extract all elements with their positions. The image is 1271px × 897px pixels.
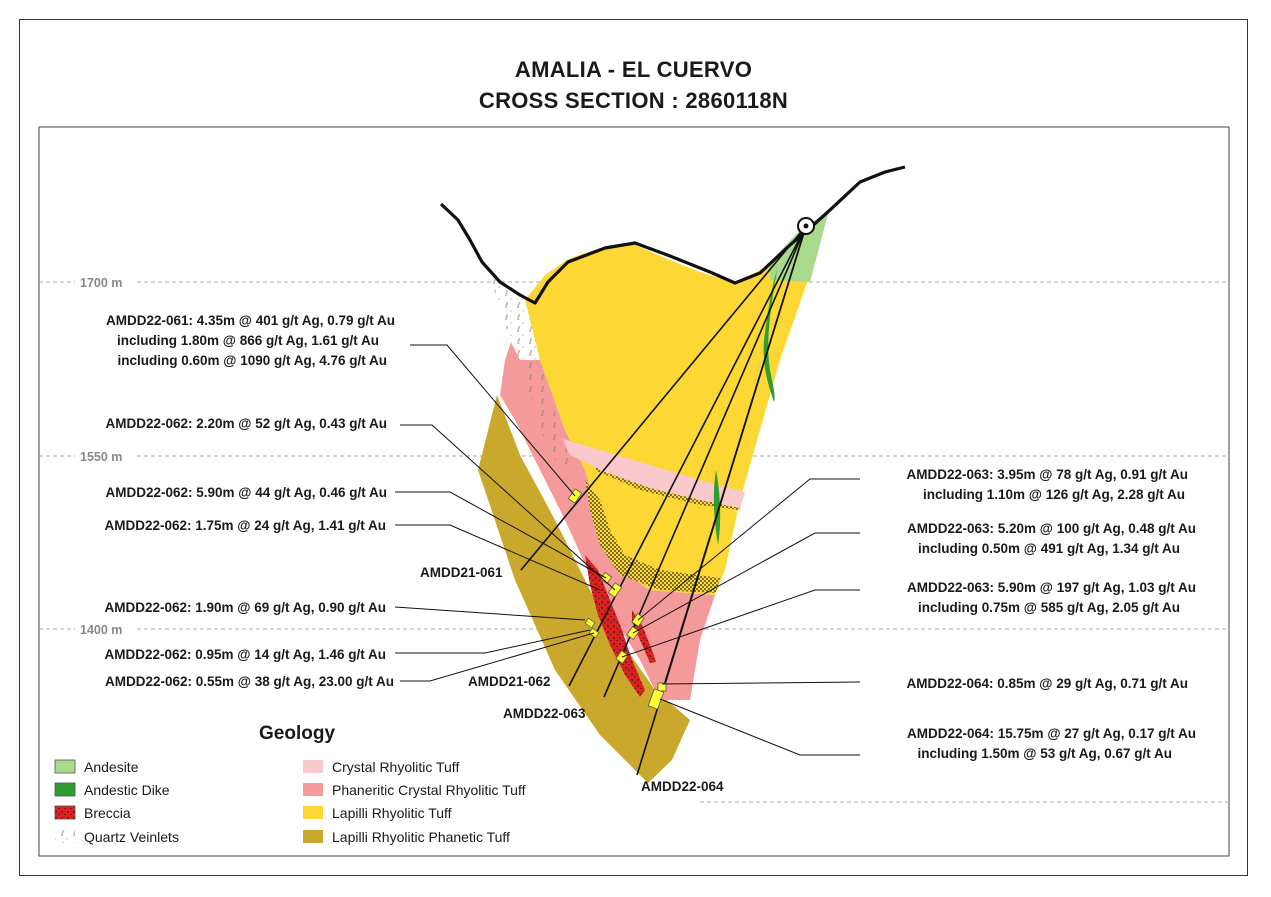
title-line-1: AMALIA - EL CUERVO (514, 57, 753, 82)
intercept-062-a: AMDD22-062: 2.20m @ 52 g/t Ag, 0.43 g/t … (106, 416, 388, 431)
unit-crystal-rhyolitic-tuff (560, 438, 745, 508)
legend-swatch-breccia (54, 805, 76, 820)
intercept-061-line-3: including 0.60m @ 1090 g/t Ag, 4.76 g/t … (118, 353, 387, 368)
intercept-062-f: AMDD22-062: 0.55m @ 38 g/t Ag, 23.00 g/t… (105, 674, 394, 689)
intercept-062-d: AMDD22-062: 1.90m @ 69 g/t Ag, 0.90 g/t … (105, 600, 387, 615)
intercepts-left: AMDD22-061: 4.35m @ 401 g/t Ag, 0.79 g/t… (105, 313, 396, 689)
intercept-063-c-line-2: including 0.75m @ 585 g/t Ag, 2.05 g/t A… (918, 600, 1180, 615)
legend-label-lapilli-tuff: Lapilli Rhyolitic Tuff (332, 805, 452, 821)
intercept-062-e: AMDD22-062: 0.95m @ 14 g/t Ag, 1.46 g/t … (105, 647, 387, 662)
unit-dotted-band (585, 480, 720, 593)
intercept-063-a-line-1: AMDD22-063: 3.95m @ 78 g/t Ag, 0.91 g/t … (907, 467, 1189, 482)
legend: Geology Andesite Andestic Dike Breccia Q… (54, 723, 526, 845)
section-title: AMALIA - EL CUERVO CROSS SECTION : 28601… (19, 54, 1248, 116)
drill-hole-label-062: AMDD21-062 (468, 674, 551, 689)
legend-label-breccia: Breccia (84, 805, 131, 821)
legend-label-crystal-tuff: Crystal Rhyolitic Tuff (332, 759, 459, 775)
title-line-2: CROSS SECTION : 2860118N (478, 88, 789, 113)
intercept-063-b-line-2: including 0.50m @ 491 g/t Ag, 1.34 g/t A… (918, 541, 1180, 556)
topography-line (439, 165, 906, 305)
legend-swatch-quartz-veinlets (55, 830, 75, 843)
intercept-063-b-line-1: AMDD22-063: 5.20m @ 100 g/t Ag, 0.48 g/t… (907, 521, 1196, 536)
legend-title: Geology (259, 723, 335, 744)
intercept-061-line-2: including 1.80m @ 866 g/t Ag, 1.61 g/t A… (117, 333, 379, 348)
legend-swatch-crystal-tuff (303, 760, 323, 773)
legend-label-phaneritic-tuff: Phaneritic Crystal Rhyolitic Tuff (332, 782, 526, 798)
legend-swatch-lapilli-phanetic-tuff (303, 830, 323, 843)
intercept-064-b-line-1: AMDD22-064: 15.75m @ 27 g/t Ag, 0.17 g/t… (907, 726, 1196, 741)
elevation-label-1550: 1550 m (80, 450, 122, 464)
leader-lines (394, 344, 861, 756)
legend-swatch-phaneritic-tuff (303, 783, 323, 796)
intercept-062-c: AMDD22-062: 1.75m @ 24 g/t Ag, 1.41 g/t … (105, 518, 387, 533)
legend-swatch-lapilli-tuff (303, 806, 323, 819)
elevation-label-1700: 1700 m (80, 276, 122, 290)
legend-label-andesite: Andesite (84, 759, 139, 775)
legend-label-quartz-veinlets: Quartz Veinlets (84, 829, 179, 845)
unit-quartz-veinlets (488, 270, 540, 360)
intercepts-right: AMDD22-063: 3.95m @ 78 g/t Ag, 0.91 g/t … (907, 467, 1197, 761)
intercept-064-a: AMDD22-064: 0.85m @ 29 g/t Ag, 0.71 g/t … (907, 676, 1189, 691)
drill-hole-label-061: AMDD21-061 (420, 565, 503, 580)
legend-label-andestic-dike: Andestic Dike (84, 782, 170, 798)
intercept-064-b-line-2: including 1.50m @ 53 g/t Ag, 0.67 g/t Au (918, 746, 1172, 761)
intercept-062-b: AMDD22-062: 5.90m @ 44 g/t Ag, 0.46 g/t … (106, 485, 388, 500)
legend-swatch-andesite (54, 759, 76, 774)
drill-hole-label-063: AMDD22-063 (503, 706, 586, 721)
geology-units (478, 214, 828, 783)
unit-breccia (585, 555, 645, 697)
outer-frame (19, 19, 1248, 876)
unit-andestic-dike (763, 270, 777, 402)
legend-label-lapilli-phanetic-tuff: Lapilli Rhyolitic Phanetic Tuff (332, 829, 510, 845)
inner-frame (38, 126, 1230, 857)
drill-hole-label-064: AMDD22-064 (641, 779, 724, 794)
intercept-063-c-line-1: AMDD22-063: 5.90m @ 197 g/t Ag, 1.03 g/t… (907, 580, 1196, 595)
elevation-label-1400: 1400 m (80, 623, 122, 637)
unit-lapilli-rhyolitic-tuff (525, 245, 808, 595)
intercept-061-line-1: AMDD22-061: 4.35m @ 401 g/t Ag, 0.79 g/t… (106, 313, 395, 328)
legend-swatch-andestic-dike (54, 782, 76, 797)
intercept-063-a-line-2: including 1.10m @ 126 g/t Ag, 2.28 g/t A… (923, 487, 1185, 502)
